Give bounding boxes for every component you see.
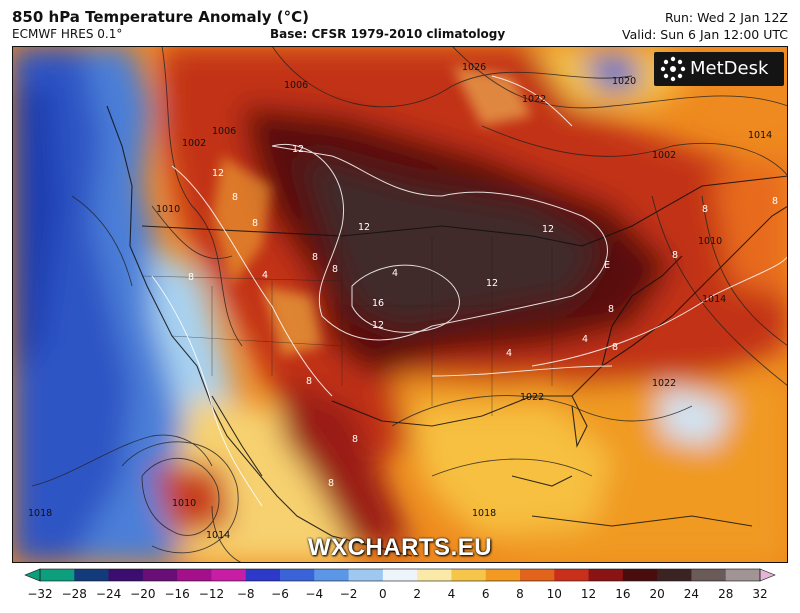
colorbar-segment	[40, 569, 75, 581]
colorbar-tick-label: 28	[718, 587, 734, 601]
colorbar-tick-label: 24	[683, 587, 700, 601]
colorbar-segment	[74, 569, 110, 581]
colorbar-segment	[691, 569, 727, 581]
anomaly-map[interactable]: 1026 1022 1020 1010 1006 1002 1002 1014 …	[12, 46, 788, 563]
colorbar-high-arrow	[759, 568, 776, 582]
isobar-label: 1014	[702, 294, 726, 305]
colorbar-tick-label: 2	[413, 587, 421, 601]
anomaly-label: 8	[702, 204, 708, 215]
colorbar-tick-label: −16	[164, 587, 190, 601]
colorbar-tick-label: −28	[61, 587, 87, 601]
anomaly-label: 8	[612, 342, 618, 353]
metdesk-logo-text: MetDesk	[690, 58, 769, 79]
colorbar-tick-label: −4	[305, 587, 324, 601]
isobar-label: 1022	[522, 94, 546, 105]
anomaly-label: 12	[542, 224, 554, 235]
anomaly-label: 4	[506, 348, 512, 359]
colorbar	[24, 568, 776, 582]
isobar-label: 1010	[156, 204, 180, 215]
isobar-label: 1018	[472, 508, 496, 519]
colorbar-segment	[554, 569, 590, 581]
valid-time-label: Valid: Sun 6 Jan 12:00 UTC	[621, 27, 788, 42]
colorbar-segment	[211, 569, 247, 581]
anomaly-label: 8	[312, 252, 318, 263]
chart-header: 850 hPa Temperature Anomaly (°C) ECMWF H…	[0, 0, 800, 46]
colorbar-segment	[348, 569, 384, 581]
colorbar-tick-label: −2	[339, 587, 358, 601]
colorbar-segment	[657, 569, 692, 581]
chart-title: 850 hPa Temperature Anomaly (°C)	[12, 8, 309, 26]
model-label: ECMWF HRES 0.1°	[12, 27, 123, 41]
anomaly-label: 8	[772, 196, 778, 207]
colorbar-tick-label: 20	[649, 587, 665, 601]
colorbar-tick-label: 12	[580, 587, 597, 601]
colorbar-segment	[108, 569, 144, 581]
colorbar-tick-label: 10	[546, 587, 562, 601]
anomaly-label: 12	[358, 222, 370, 233]
anomaly-label: 16	[372, 298, 384, 309]
colorbar-tick-label: −20	[130, 587, 156, 601]
anomaly-label: 4	[262, 270, 268, 281]
isobar-label: 1014	[206, 530, 230, 541]
colorbar-segment	[382, 569, 418, 581]
anomaly-label: 8	[306, 376, 312, 387]
metdesk-logo-icon	[660, 56, 686, 82]
isobar-label: 1010	[698, 236, 722, 247]
colorbar-segment	[451, 569, 487, 581]
colorbar-tick-label: 6	[481, 587, 490, 601]
colorbar-tick-label: −8	[236, 587, 255, 601]
wxcharts-watermark: WXCHARTS.EU	[307, 534, 493, 561]
isobar-label: 1006	[212, 126, 236, 137]
run-time-label: Run: Wed 2 Jan 12Z	[664, 10, 788, 25]
isobar-label: 1014	[748, 130, 772, 141]
anomaly-label: 8	[232, 192, 238, 203]
isobar-label: 1022	[520, 392, 544, 403]
anomaly-label: 4	[392, 268, 398, 279]
isobar-label: 1022	[652, 378, 676, 389]
colorbar-segment	[485, 569, 521, 581]
anomaly-label: 8	[352, 434, 358, 445]
metdesk-logo: MetDesk	[654, 52, 784, 86]
colorbar-segment	[314, 569, 350, 581]
anomaly-label: 8	[328, 478, 334, 489]
anomaly-label: 12	[292, 144, 304, 155]
colorbar-segment	[417, 569, 452, 581]
colorbar-tick-label: 8	[516, 587, 524, 601]
anomaly-label: 8	[608, 304, 614, 315]
colorbar-tick-label: −24	[95, 587, 122, 601]
anomaly-label: E	[604, 260, 610, 271]
colorbar-segment	[245, 569, 281, 581]
anomaly-label: 8	[252, 218, 258, 229]
colorbar-tick-label: 32	[752, 587, 768, 601]
climatology-base-label: Base: CFSR 1979-2010 climatology	[270, 27, 506, 41]
colorbar-segment	[177, 569, 212, 581]
isobar-label: 1002	[652, 150, 676, 161]
colorbar-tick-label: 0	[379, 587, 387, 601]
colorbar-tick-label: −32	[27, 587, 53, 601]
colorbar-tick-label: −12	[198, 587, 225, 601]
isobar-label: 1018	[28, 508, 52, 519]
anomaly-label: 4	[582, 334, 588, 345]
colorbar-segment	[280, 569, 315, 581]
colorbar-tick-label: −6	[271, 587, 289, 601]
colorbar-segment	[588, 569, 624, 581]
colorbar-tick-label: 16	[615, 587, 631, 601]
anomaly-label: 8	[332, 264, 338, 275]
colorbar-segment	[520, 569, 555, 581]
colorbar-segment	[622, 569, 658, 581]
isobar-label: 1006	[284, 80, 308, 91]
isobar-label: 1026	[462, 62, 486, 73]
anomaly-label: 8	[672, 250, 678, 261]
colorbar-segment	[142, 569, 178, 581]
colorbar-low-arrow	[24, 568, 41, 582]
isobar-label: 1010	[172, 498, 196, 509]
anomaly-label: 12	[486, 278, 498, 289]
anomaly-label: 12	[372, 320, 384, 331]
colorbar-segment	[725, 569, 761, 581]
isobar-label: 1020	[612, 76, 636, 87]
colorbar-tick-label: 4	[447, 587, 456, 601]
anomaly-label: 8	[188, 272, 194, 283]
anomaly-label: 12	[212, 168, 224, 179]
isobar-label: 1002	[182, 138, 206, 149]
